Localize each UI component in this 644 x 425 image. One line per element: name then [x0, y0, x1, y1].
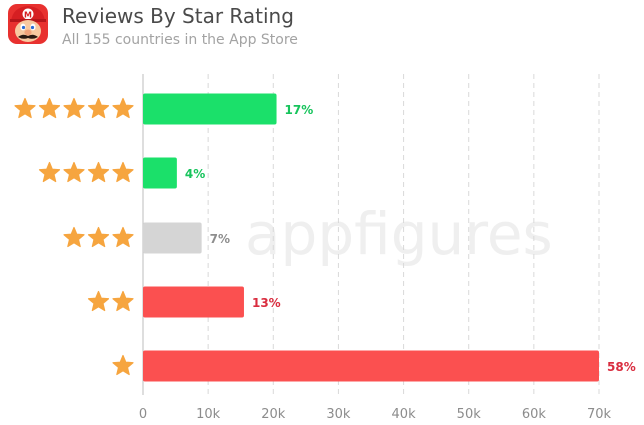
bar: [143, 350, 599, 382]
x-tick-label: 10k: [196, 407, 221, 422]
star-icon: [112, 290, 134, 312]
x-tick-label: 70k: [587, 407, 612, 422]
data-label: 4%: [185, 167, 205, 181]
data-label: 13%: [252, 296, 281, 310]
star-icon: [87, 290, 110, 312]
star-icon: [38, 161, 61, 183]
x-tick-label: 40k: [392, 407, 417, 422]
x-tick-label: 50k: [457, 407, 482, 422]
bar: [143, 157, 177, 189]
bar: [143, 222, 202, 254]
x-tick-label: 20k: [261, 407, 286, 422]
x-tick-label: 30k: [326, 407, 351, 422]
star-icon: [112, 161, 134, 183]
chart-subtitle: All 155 countries in the App Store: [62, 32, 298, 48]
x-tick-label: 0: [139, 407, 147, 422]
star-icon: [38, 97, 61, 119]
watermark-logo: appfigures: [245, 200, 553, 268]
bar: [143, 286, 244, 318]
star-icon: [63, 226, 85, 248]
star-icon: [112, 226, 134, 248]
star-icon: [14, 97, 36, 119]
star-icon: [87, 226, 110, 248]
mario-app-icon: M: [8, 4, 48, 44]
star-icon: [112, 354, 134, 376]
star-icon: [87, 97, 110, 119]
bar: [143, 93, 277, 125]
star-icon: [87, 161, 110, 183]
star-icon: [63, 97, 85, 119]
x-tick-label: 60k: [522, 407, 547, 422]
data-label: 58%: [607, 360, 636, 374]
star-icon: [63, 161, 85, 183]
svg-text:M: M: [24, 11, 32, 20]
star-icon: [112, 97, 134, 119]
chart-title: Reviews By Star Rating: [62, 4, 294, 28]
data-label: 7%: [210, 232, 230, 246]
data-label: 17%: [285, 103, 314, 117]
